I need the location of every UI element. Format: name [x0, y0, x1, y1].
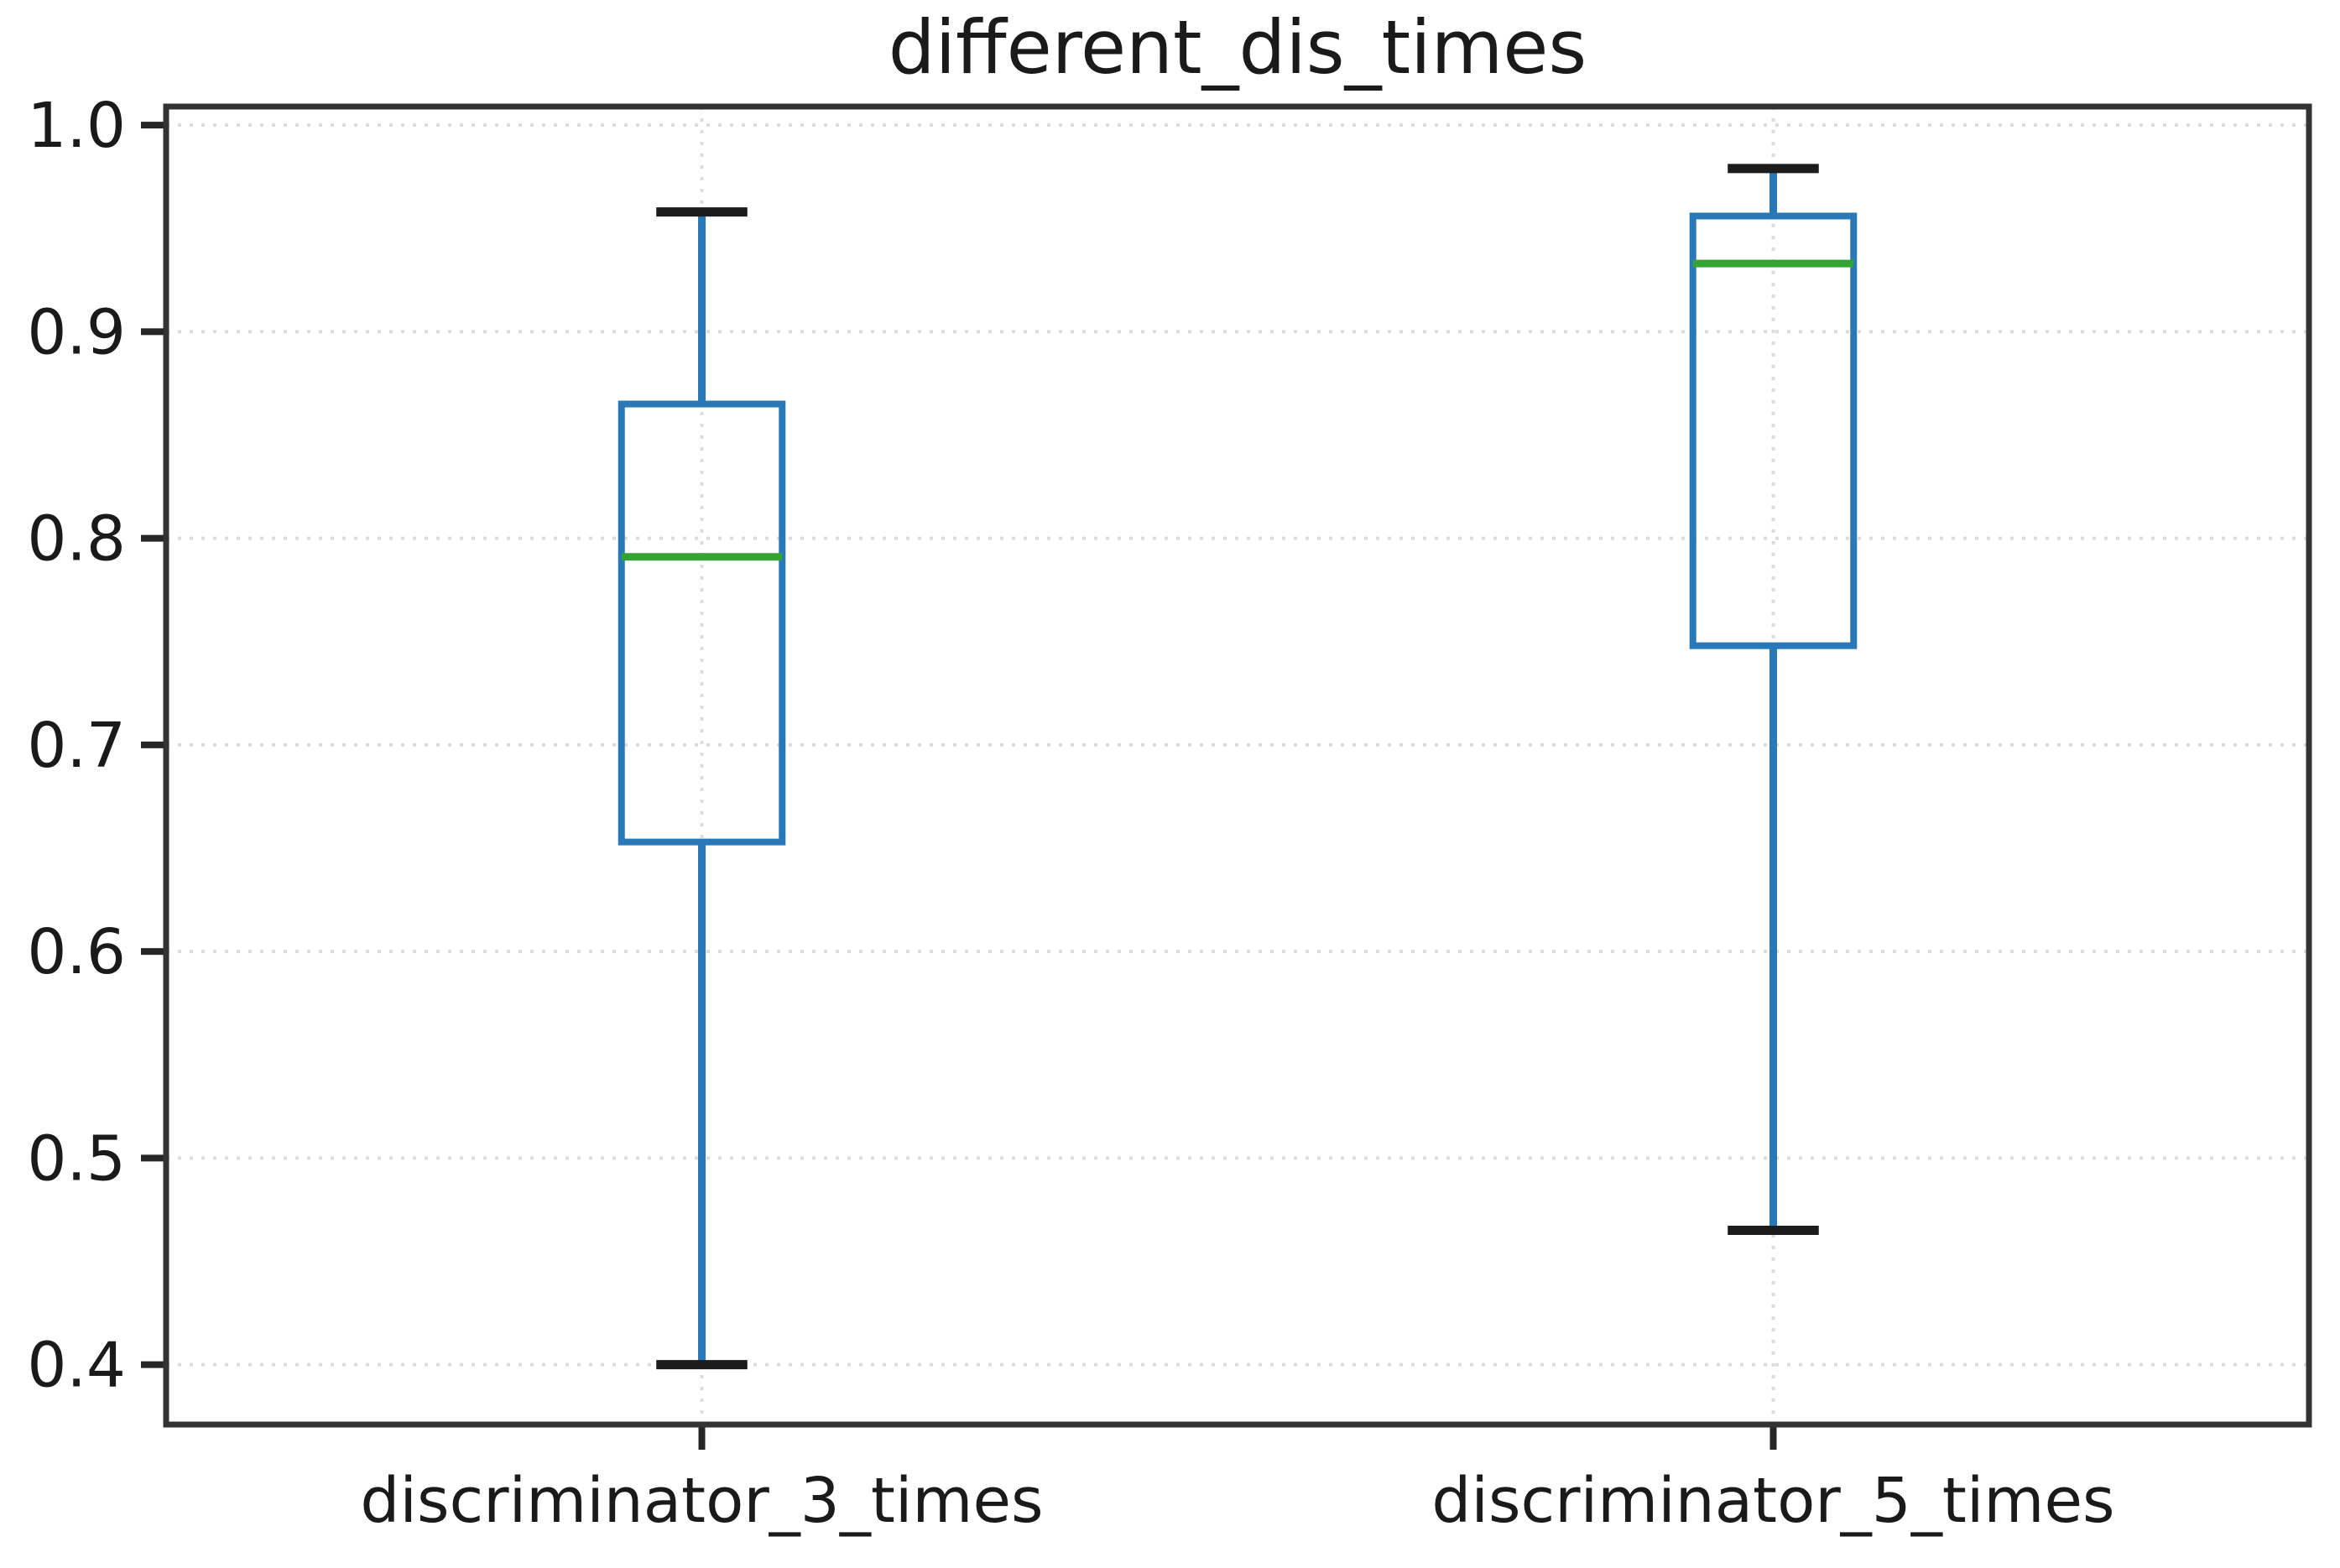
box	[618, 400, 786, 846]
x-tick-label: discriminator_3_times	[360, 1465, 1043, 1537]
y-tick-label: 0.8	[27, 503, 126, 576]
y-tick-label: 0.9	[27, 296, 126, 368]
y-tick-label: 0.4	[27, 1330, 126, 1402]
y-tick-label: 0.6	[27, 916, 126, 988]
y-tick-label: 1.0	[27, 90, 126, 162]
y-tick-label: 0.5	[27, 1123, 126, 1195]
y-tick-label: 0.7	[27, 710, 126, 782]
plot-frame	[163, 103, 2312, 1428]
chart-title: different_dis_times	[888, 4, 1587, 91]
box	[1689, 212, 1858, 649]
x-tick-label: discriminator_5_times	[1431, 1465, 2114, 1537]
